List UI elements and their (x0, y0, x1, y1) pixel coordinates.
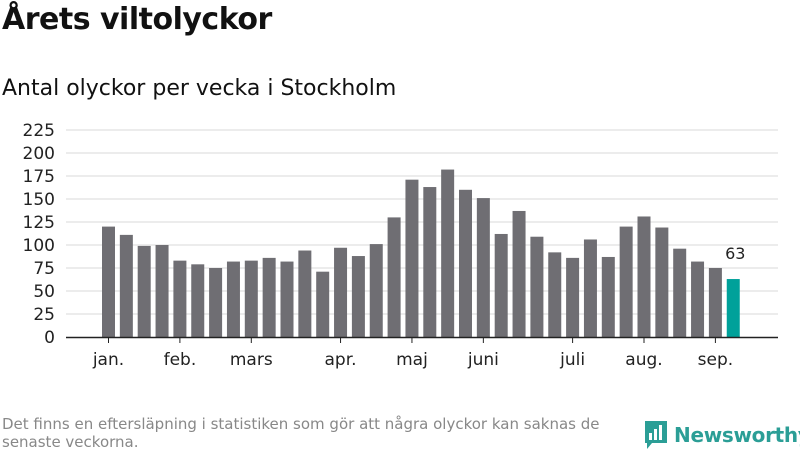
bar (191, 264, 205, 337)
bar (423, 187, 437, 337)
bar (476, 198, 490, 337)
x-tick-label: maj (396, 350, 428, 370)
bar (655, 227, 669, 337)
bar (387, 217, 401, 337)
bar (173, 260, 187, 337)
bar (405, 179, 419, 337)
bar (619, 226, 633, 337)
bar (673, 248, 687, 337)
bar (119, 234, 133, 337)
bar (512, 210, 526, 337)
bar (583, 239, 597, 337)
x-tick-label: jan. (92, 350, 124, 370)
bar (601, 256, 615, 337)
bar (137, 245, 151, 337)
bar (459, 189, 472, 337)
y-tick-label: 0 (44, 328, 55, 348)
y-tick-label: 125 (23, 213, 55, 233)
y-tick-label: 175 (23, 167, 55, 187)
x-tick-label: juli (559, 350, 585, 370)
bar (441, 169, 455, 337)
bar (316, 271, 330, 337)
bar (530, 236, 544, 337)
bar (548, 252, 562, 337)
y-tick-label: 100 (23, 236, 55, 256)
bar (226, 261, 240, 337)
bar (334, 247, 348, 337)
x-tick-label: sep. (698, 350, 734, 370)
x-tick-label: apr. (325, 350, 357, 370)
newsworthy-logo[interactable]: Newsworthy (644, 419, 800, 451)
y-tick-label: 25 (33, 305, 55, 325)
bar (566, 257, 580, 337)
bar (494, 233, 508, 337)
x-tick-label: feb. (164, 350, 197, 370)
bar (155, 245, 169, 337)
x-tick-label: mars (230, 350, 273, 370)
y-tick-label: 150 (23, 190, 55, 210)
bar (369, 244, 383, 337)
bar (209, 268, 223, 337)
bar-chart: 0 25 50 75 100 125 150 175 200 225 63 jan. feb. mars a… (23, 121, 778, 370)
bar (244, 260, 258, 337)
brand-name: Newsworthy (674, 423, 800, 447)
chart-subtitle: Antal olyckor per vecka i Stockholm (2, 76, 397, 101)
bar (708, 268, 722, 337)
bar (298, 250, 312, 337)
bar (102, 226, 115, 337)
bar (262, 257, 276, 337)
x-tick-label: juni (467, 350, 499, 370)
bar-latest (726, 279, 740, 337)
bar (691, 261, 705, 337)
bar (280, 261, 294, 337)
data-label: 63 (725, 244, 745, 263)
x-tick-label: aug. (625, 350, 662, 370)
y-tick-label: 200 (23, 144, 55, 164)
newsworthy-logo-icon (645, 421, 667, 449)
y-tick-label: 75 (33, 259, 55, 279)
y-tick-label: 50 (33, 282, 55, 302)
footnote: Det finns en eftersläpning i statistiken… (2, 415, 600, 451)
bar (351, 256, 365, 337)
bar (637, 216, 651, 337)
y-tick-label: 225 (23, 121, 55, 141)
chart-title: Årets viltolyckor (2, 2, 272, 37)
